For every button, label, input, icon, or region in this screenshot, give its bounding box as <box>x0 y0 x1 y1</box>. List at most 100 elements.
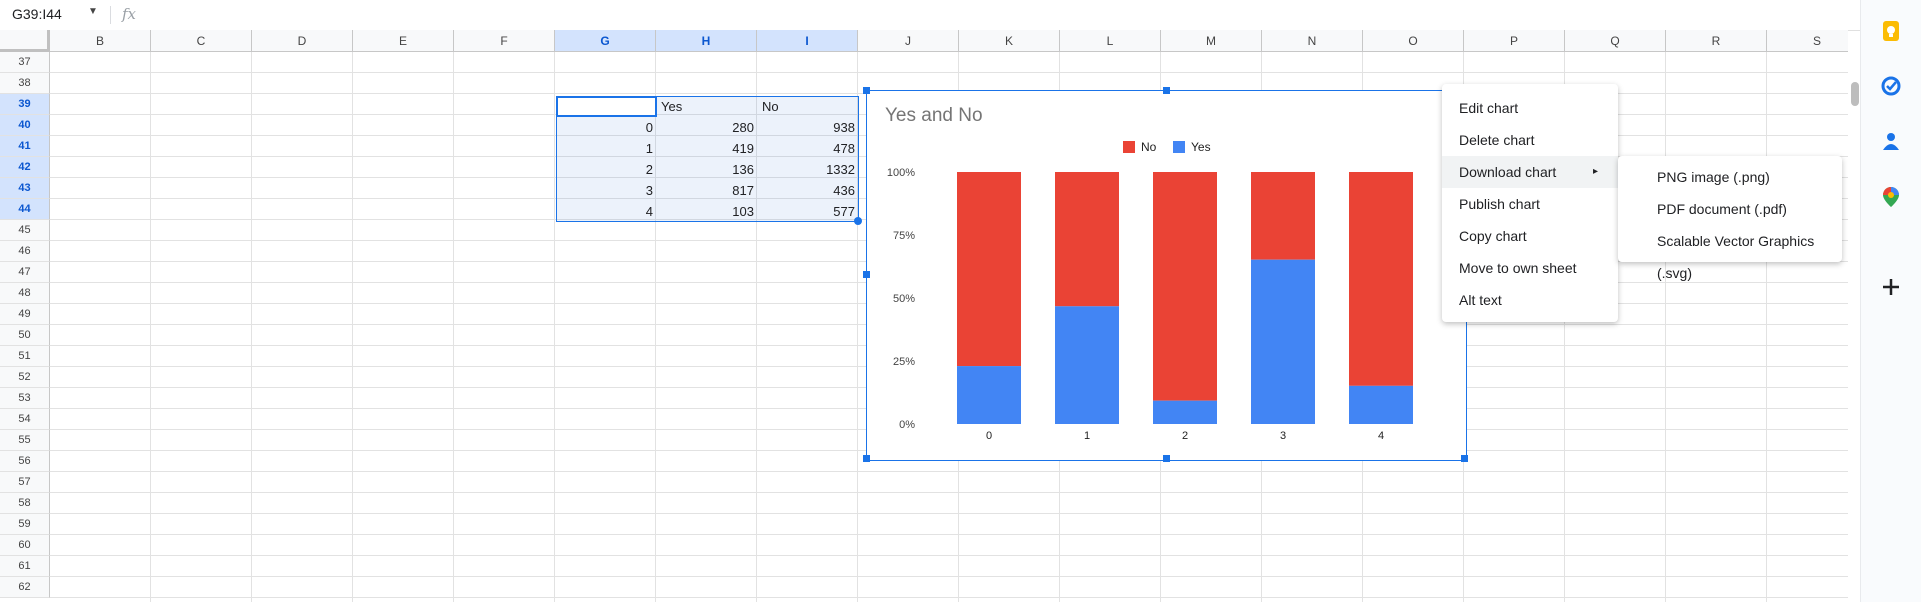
row-header-53[interactable]: 53 <box>0 388 50 409</box>
range-resize-handle[interactable] <box>854 217 862 225</box>
column-header-j[interactable]: J <box>858 30 959 52</box>
table-cell[interactable]: 478 <box>833 141 855 156</box>
row-header-60[interactable]: 60 <box>0 535 50 556</box>
bar-no-0[interactable] <box>957 172 1021 367</box>
resize-handle-tl[interactable] <box>863 87 870 94</box>
row-header-56[interactable]: 56 <box>0 451 50 472</box>
table-cell[interactable]: 1332 <box>826 162 855 177</box>
bar-yes-0[interactable] <box>957 366 1021 424</box>
row-header-55[interactable]: 55 <box>0 430 50 451</box>
table-cell[interactable]: 136 <box>732 162 754 177</box>
bar-yes-2[interactable] <box>1153 400 1217 424</box>
bar-no-2[interactable] <box>1153 172 1217 401</box>
chevron-down-icon[interactable]: ▼ <box>88 6 98 17</box>
table-cell[interactable]: 817 <box>732 183 754 198</box>
bar-no-4[interactable] <box>1349 172 1413 386</box>
bar-yes-3[interactable] <box>1251 259 1315 424</box>
contacts-icon[interactable] <box>1880 130 1902 152</box>
row-header-46[interactable]: 46 <box>0 241 50 262</box>
table-cell[interactable]: 419 <box>732 141 754 156</box>
row-header-37[interactable]: 37 <box>0 52 50 73</box>
row-header-45[interactable]: 45 <box>0 220 50 241</box>
add-icon[interactable] <box>1880 276 1902 298</box>
table-cell[interactable]: 3 <box>645 183 653 198</box>
menu-item-edit-chart[interactable]: Edit chart <box>1442 92 1618 124</box>
vertical-scrollbar[interactable] <box>1851 82 1859 106</box>
column-header-d[interactable]: D <box>252 30 353 52</box>
menu-item-move-to-own-sheet[interactable]: Move to own sheet <box>1442 252 1618 284</box>
row-header-59[interactable]: 59 <box>0 514 50 535</box>
row-header-39[interactable]: 39 <box>0 94 50 115</box>
resize-handle-l[interactable] <box>863 271 870 278</box>
resize-handle-bl[interactable] <box>863 455 870 462</box>
table-cell[interactable]: 938 <box>833 120 855 135</box>
row-header-54[interactable]: 54 <box>0 409 50 430</box>
column-header-o[interactable]: O <box>1363 30 1464 52</box>
download-option-2[interactable]: Scalable Vector Graphics (.svg) <box>1657 233 1815 281</box>
menu-item-alt-text[interactable]: Alt text <box>1442 284 1618 316</box>
bar-no-1[interactable] <box>1055 172 1119 307</box>
active-cell[interactable] <box>556 96 657 117</box>
row-header-61[interactable]: 61 <box>0 556 50 577</box>
table-cell[interactable]: 0 <box>645 120 653 135</box>
column-header-l[interactable]: L <box>1060 30 1161 52</box>
table-cell[interactable]: 1 <box>645 141 653 156</box>
menu-item-delete-chart[interactable]: Delete chart <box>1442 124 1618 156</box>
keep-icon[interactable] <box>1880 20 1902 42</box>
row-header-48[interactable]: 48 <box>0 283 50 304</box>
resize-handle-t[interactable] <box>1163 87 1170 94</box>
column-header-f[interactable]: F <box>454 30 555 52</box>
row-header-40[interactable]: 40 <box>0 115 50 136</box>
download-option-0[interactable]: PNG image (.png) <box>1657 169 1770 185</box>
name-box[interactable]: G39:I44 <box>12 6 62 22</box>
column-header-h[interactable]: H <box>656 30 757 52</box>
resize-handle-b[interactable] <box>1163 455 1170 462</box>
row-header-41[interactable]: 41 <box>0 136 50 157</box>
row-header-43[interactable]: 43 <box>0 178 50 199</box>
row-header-57[interactable]: 57 <box>0 472 50 493</box>
column-header-b[interactable]: B <box>50 30 151 52</box>
select-all-corner[interactable] <box>0 30 50 52</box>
row-header-42[interactable]: 42 <box>0 157 50 178</box>
menu-item-publish-chart[interactable]: Publish chart <box>1442 188 1618 220</box>
bar-no-3[interactable] <box>1251 172 1315 260</box>
row-header-52[interactable]: 52 <box>0 367 50 388</box>
table-cell[interactable]: 2 <box>645 162 653 177</box>
column-header-p[interactable]: P <box>1464 30 1565 52</box>
table-cell[interactable]: 103 <box>732 204 754 219</box>
menu-item-download-chart[interactable]: Download chart ▸ <box>1442 156 1618 188</box>
column-header-n[interactable]: N <box>1262 30 1363 52</box>
table-header-cell[interactable]: No <box>762 99 779 114</box>
row-header-58[interactable]: 58 <box>0 493 50 514</box>
row-header-50[interactable]: 50 <box>0 325 50 346</box>
tasks-icon[interactable] <box>1880 75 1902 97</box>
table-cell[interactable]: 436 <box>833 183 855 198</box>
row-header-38[interactable]: 38 <box>0 73 50 94</box>
resize-handle-br[interactable] <box>1461 455 1468 462</box>
menu-item-copy-chart[interactable]: Copy chart <box>1442 220 1618 252</box>
row-header-49[interactable]: 49 <box>0 304 50 325</box>
row-header-62[interactable]: 62 <box>0 577 50 598</box>
column-header-k[interactable]: K <box>959 30 1060 52</box>
bar-yes-1[interactable] <box>1055 306 1119 424</box>
column-header-q[interactable]: Q <box>1565 30 1666 52</box>
row-header-51[interactable]: 51 <box>0 346 50 367</box>
column-header-r[interactable]: R <box>1666 30 1767 52</box>
column-header-c[interactable]: C <box>151 30 252 52</box>
column-header-s[interactable]: S <box>1767 30 1848 52</box>
download-option-1[interactable]: PDF document (.pdf) <box>1657 201 1787 217</box>
bar-yes-4[interactable] <box>1349 385 1413 424</box>
table-cell[interactable]: 4 <box>645 204 653 219</box>
maps-icon[interactable] <box>1880 186 1902 208</box>
column-header-m[interactable]: M <box>1161 30 1262 52</box>
table-header-cell[interactable]: Yes <box>661 99 683 114</box>
table-cell[interactable]: 280 <box>732 120 754 135</box>
column-header-e[interactable]: E <box>353 30 454 52</box>
table-cell[interactable]: 577 <box>833 204 855 219</box>
row-header-47[interactable]: 47 <box>0 262 50 283</box>
row-header-44[interactable]: 44 <box>0 199 50 220</box>
column-header-i[interactable]: I <box>757 30 858 52</box>
column-header-g[interactable]: G <box>555 30 656 52</box>
